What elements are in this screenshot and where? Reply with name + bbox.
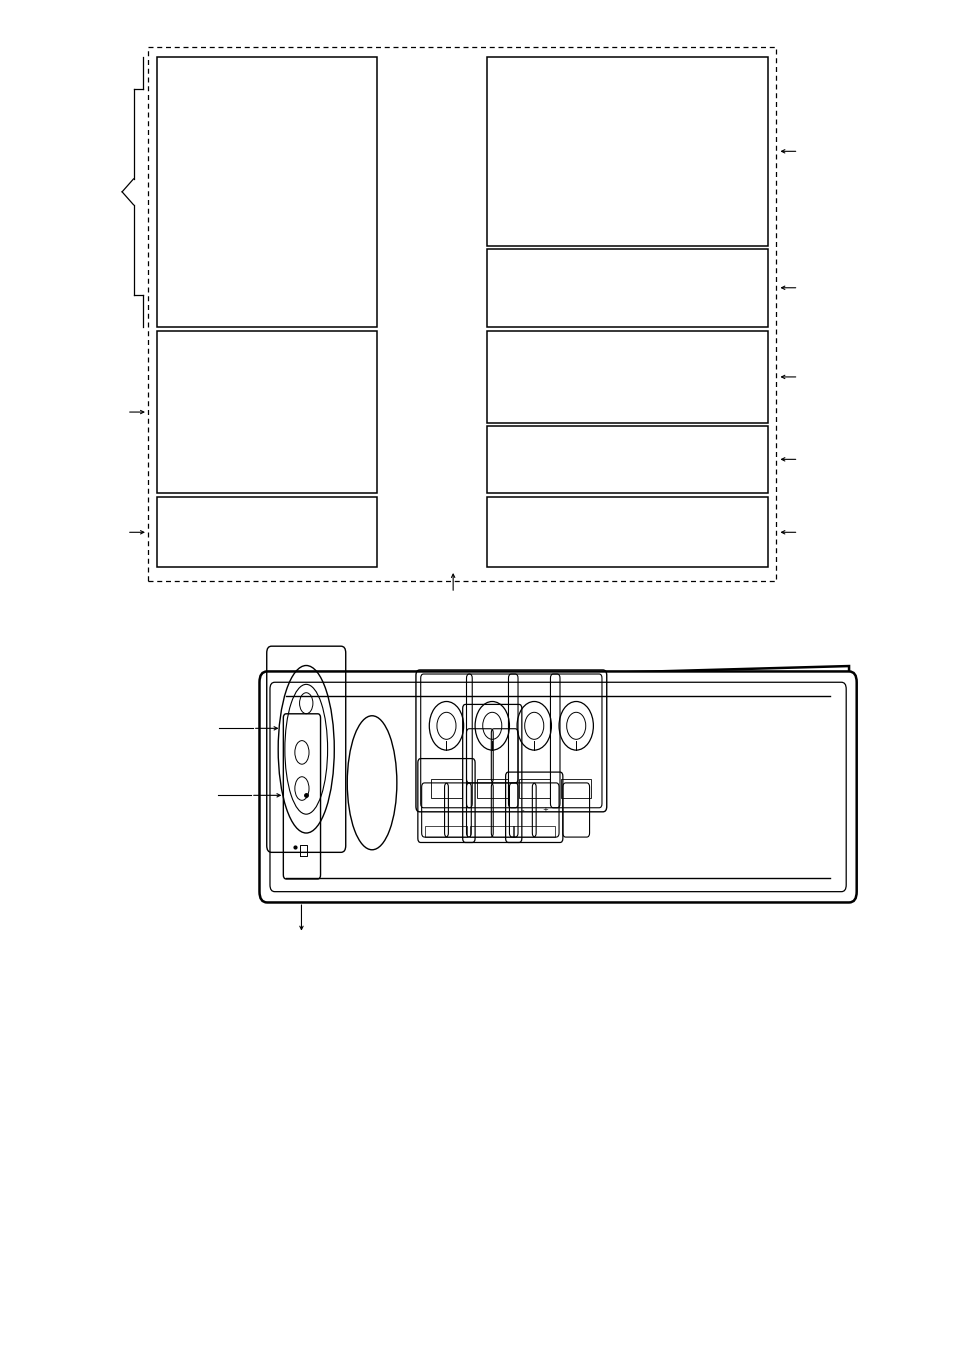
Polygon shape	[267, 666, 848, 892]
Bar	[425, 827, 467, 838]
Bar	[486, 497, 767, 567]
Bar	[486, 426, 767, 493]
Bar	[431, 780, 461, 798]
Bar	[157, 57, 376, 327]
Bar	[518, 780, 549, 798]
FancyBboxPatch shape	[259, 671, 856, 902]
Bar	[157, 497, 376, 567]
Bar	[157, 331, 376, 493]
Bar	[486, 331, 767, 423]
Bar	[476, 780, 507, 798]
Bar	[470, 827, 514, 838]
Bar	[486, 249, 767, 327]
Bar	[486, 57, 767, 246]
Bar	[513, 827, 555, 838]
Bar	[560, 780, 591, 798]
Text: -: -	[521, 807, 523, 813]
Text: +: +	[542, 807, 548, 813]
Bar	[148, 47, 775, 581]
